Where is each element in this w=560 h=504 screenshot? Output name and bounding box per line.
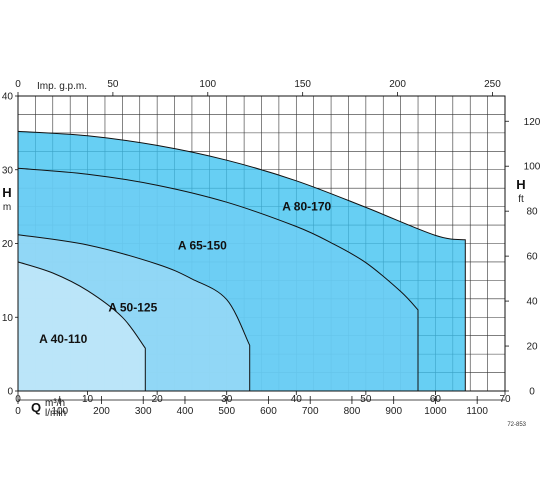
y-tick-label: 20 — [2, 239, 14, 250]
top-axis-unit: Imp. g.p.m. — [37, 81, 87, 92]
x-secondary-tick-label: 300 — [135, 406, 152, 417]
y-right-tick-label: 100 — [524, 162, 541, 173]
x-top-tick-label: 250 — [484, 79, 501, 90]
y-axis-unit-left: m — [3, 202, 11, 213]
x-secondary-tick-label: 700 — [302, 406, 319, 417]
series-curve-4 — [17, 261, 146, 391]
x-secondary-tick-label: 1100 — [466, 406, 488, 417]
axis-titles: H m H ft Imp. g.p.m. Q m³/h l/min 72-853 — [2, 81, 526, 428]
y-axis-title-left: H — [2, 185, 11, 200]
series-label-3: A 50-125 — [108, 300, 157, 314]
y-right-tick-label: 0 — [529, 387, 535, 398]
y-right-tick-label: 120 — [524, 117, 541, 128]
y-axis-title-right: H — [516, 177, 525, 192]
tick-labels: 0102030400204060801001200501001502002500… — [2, 79, 541, 417]
x-tick-label: 50 — [360, 394, 372, 405]
y-right-tick-label: 40 — [526, 297, 538, 308]
x-tick-label: 10 — [82, 394, 94, 405]
x-axis-title: Q — [31, 400, 41, 415]
x-secondary-tick-label: 900 — [385, 406, 402, 417]
series-curve-2 — [17, 167, 419, 391]
y-axis-unit-right: ft — [518, 194, 524, 205]
x-secondary-tick-label: 800 — [344, 406, 361, 417]
series-areas — [17, 130, 466, 391]
series-label-2: A 65-150 — [178, 238, 227, 252]
x-top-tick-label: 0 — [15, 79, 21, 90]
x-top-tick-label: 100 — [199, 79, 216, 90]
x-axis-secondary-unit: l/min — [45, 408, 66, 419]
x-tick-label: 70 — [499, 394, 511, 405]
x-secondary-tick-label: 100 — [51, 406, 68, 417]
x-top-tick-label: 200 — [389, 79, 406, 90]
x-secondary-tick-label: 400 — [177, 406, 194, 417]
drawing-code: 72-853 — [507, 422, 526, 428]
series-area-4 — [18, 261, 146, 391]
x-secondary-tick-label: 600 — [260, 406, 277, 417]
y-tick-label: 0 — [7, 387, 13, 398]
series-label-1: A 80-170 — [282, 199, 331, 213]
x-tick-label: 20 — [152, 394, 164, 405]
series-labels: A 80-170 A 65-150 A 50-125 A 40-110 — [39, 199, 331, 346]
x-secondary-tick-label: 200 — [93, 406, 110, 417]
series-label-4: A 40-110 — [39, 332, 88, 346]
x-tick-label: 40 — [291, 394, 303, 405]
y-tick-label: 40 — [2, 92, 14, 103]
series-curve-1 — [17, 130, 466, 391]
y-tick-label: 30 — [2, 165, 14, 176]
y-right-tick-label: 20 — [526, 342, 538, 353]
x-top-tick-label: 150 — [294, 79, 311, 90]
y-tick-label: 10 — [2, 313, 14, 324]
y-right-tick-label: 60 — [526, 252, 538, 263]
y-right-tick-label: 80 — [526, 207, 538, 218]
x-top-tick-label: 50 — [107, 79, 119, 90]
x-axis-unit: m³/h — [45, 398, 65, 409]
x-secondary-tick-label: 0 — [15, 406, 21, 417]
x-secondary-tick-label: 1000 — [424, 406, 447, 417]
series-curve-3 — [17, 234, 251, 391]
x-secondary-tick-label: 500 — [218, 406, 235, 417]
